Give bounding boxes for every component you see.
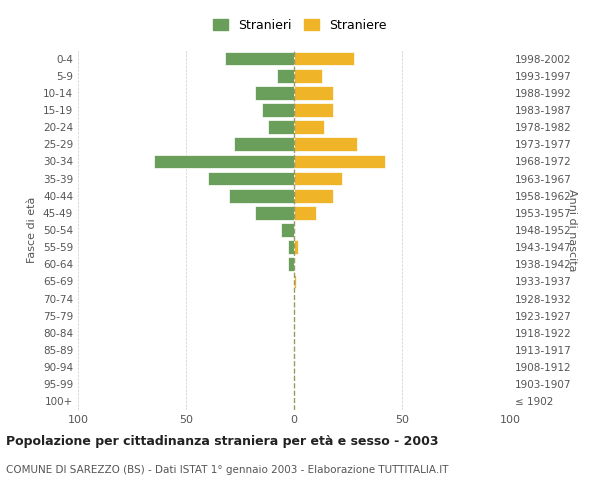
Bar (268, 120, 294, 134)
Bar (208, 172, 294, 185)
Bar (294, 120, 324, 134)
Text: COMUNE DI SAREZZO (BS) - Dati ISTAT 1° gennaio 2003 - Elaborazione TUTTITALIA.IT: COMUNE DI SAREZZO (BS) - Dati ISTAT 1° g… (6, 465, 449, 475)
Bar (225, 52, 294, 66)
Bar (294, 69, 322, 82)
Bar (294, 86, 333, 100)
Legend: Stranieri, Straniere: Stranieri, Straniere (208, 14, 392, 37)
Bar (294, 274, 296, 288)
Bar (255, 206, 294, 220)
Bar (262, 103, 294, 117)
Bar (233, 138, 294, 151)
Text: Popolazione per cittadinanza straniera per età e sesso - 2003: Popolazione per cittadinanza straniera p… (6, 435, 439, 448)
Bar (294, 172, 341, 185)
Y-axis label: Anni di nascita: Anni di nascita (567, 188, 577, 271)
Y-axis label: Fasce di età: Fasce di età (28, 197, 37, 263)
Bar (294, 206, 316, 220)
Bar (229, 189, 294, 202)
Bar (277, 69, 294, 82)
Bar (294, 52, 355, 66)
Bar (287, 240, 294, 254)
Bar (294, 138, 356, 151)
Bar (294, 240, 298, 254)
Bar (287, 258, 294, 271)
Bar (281, 223, 294, 237)
Bar (154, 154, 294, 168)
Bar (294, 189, 333, 202)
Bar (294, 154, 385, 168)
Bar (255, 86, 294, 100)
Bar (294, 103, 333, 117)
